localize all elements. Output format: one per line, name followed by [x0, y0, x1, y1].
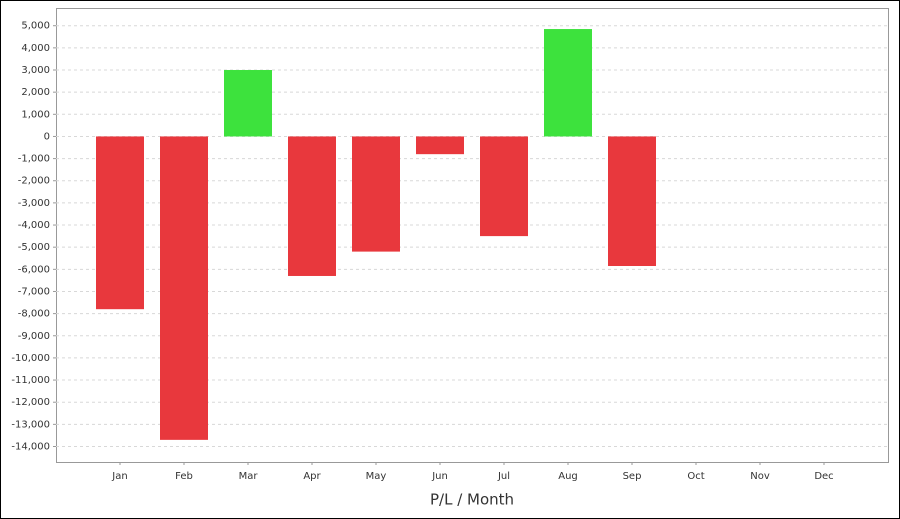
y-tick-label: -12,000 [11, 397, 50, 408]
x-tick-label: May [366, 471, 387, 482]
y-tick-label: 1,000 [21, 109, 50, 120]
x-tick-label: Apr [303, 471, 321, 482]
y-tick-label: -7,000 [18, 286, 50, 297]
y-tick-label: -14,000 [11, 441, 50, 452]
y-tick-label: 5,000 [21, 21, 50, 32]
x-tick-label: Dec [814, 471, 833, 482]
x-tick-label: Feb [175, 471, 193, 482]
y-tick-label: -5,000 [18, 242, 50, 253]
bar [608, 136, 656, 267]
y-tick-label: 3,000 [21, 65, 50, 76]
x-tick-label: Mar [239, 471, 259, 482]
y-tick-label: -1,000 [18, 154, 50, 165]
bar [160, 136, 208, 440]
bar [224, 70, 272, 137]
bar [416, 136, 464, 155]
y-tick-label: -8,000 [18, 309, 50, 320]
y-tick-label: -13,000 [11, 419, 50, 430]
x-axis-title: P/L / Month [430, 491, 514, 509]
bar [96, 136, 144, 310]
y-tick-label: -10,000 [11, 353, 50, 364]
x-tick-label: Jul [497, 471, 510, 482]
x-tick-label: Sep [623, 471, 642, 482]
y-tick-label: 2,000 [21, 87, 50, 98]
x-tick-label: Jun [431, 471, 448, 482]
bar [480, 136, 528, 237]
bar [288, 136, 336, 276]
y-tick-label: -6,000 [18, 264, 50, 275]
y-tick-label: -4,000 [18, 220, 50, 231]
x-tick-label: Jan [111, 471, 127, 482]
y-tick-label: -11,000 [11, 375, 50, 386]
y-tick-label: 4,000 [21, 43, 50, 54]
y-tick-label: -9,000 [18, 331, 50, 342]
bar [544, 29, 592, 137]
bar [352, 136, 400, 252]
y-tick-label: 0 [44, 131, 50, 142]
y-tick-label: -2,000 [18, 176, 50, 187]
x-tick-label: Nov [750, 471, 770, 482]
x-tick-label: Aug [558, 471, 578, 482]
y-tick-label: -3,000 [18, 198, 50, 209]
x-tick-label: Oct [687, 471, 704, 482]
